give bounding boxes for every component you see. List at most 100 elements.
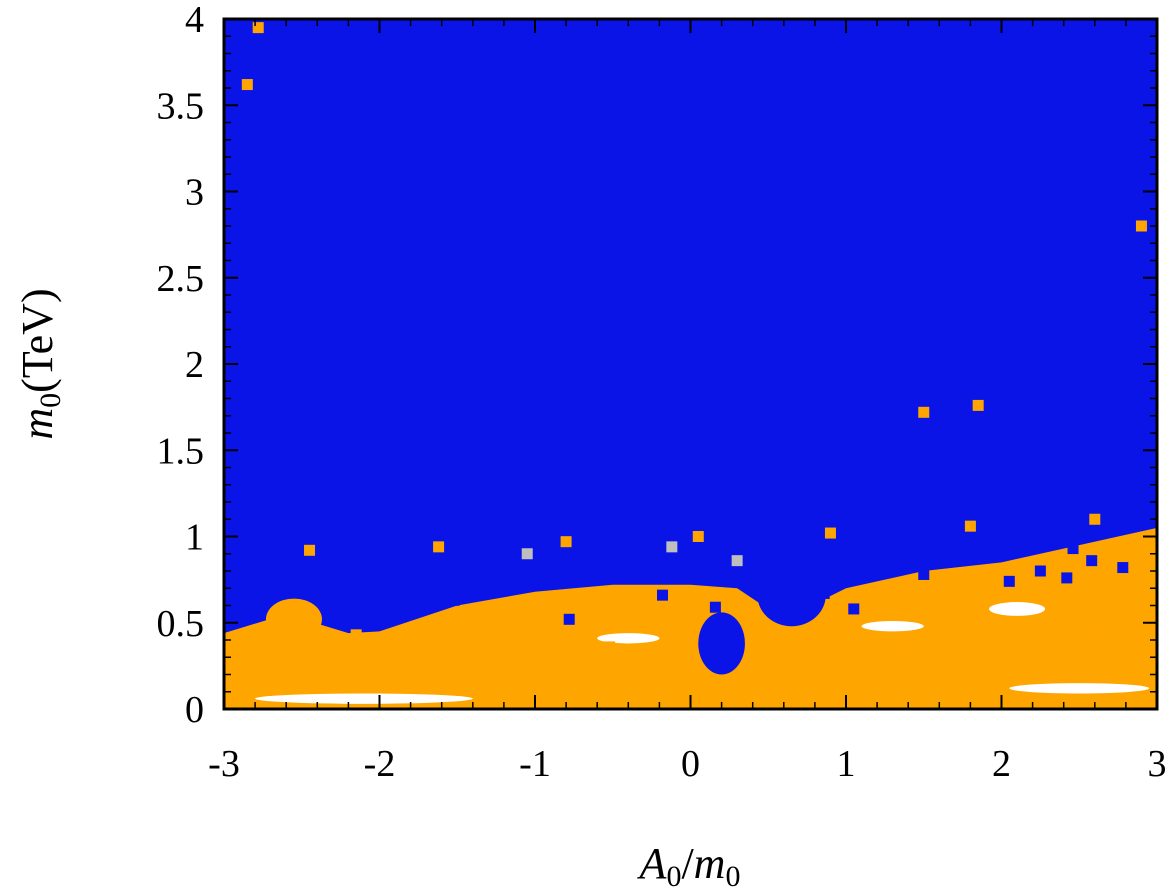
scatter-point-13: [848, 603, 860, 615]
scatter-point-43: [765, 655, 777, 667]
y-tick-label-2: 1: [185, 517, 204, 559]
scatter-point-52: [992, 631, 1004, 643]
region-blob-6: [1009, 683, 1150, 694]
scatter-point-41: [467, 651, 479, 663]
region-blob-3: [989, 602, 1046, 616]
scatter-point-44: [781, 641, 793, 653]
scatter-point-71: [252, 22, 264, 34]
scatter-point-75: [521, 548, 533, 560]
scatter-point-49: [926, 648, 938, 660]
scatter-point-68: [1089, 513, 1101, 525]
scatter-point-19: [1061, 572, 1073, 584]
scatter-point-11: [709, 601, 721, 613]
scatter-point-55: [1086, 651, 1098, 663]
scatter-point-5: [563, 613, 575, 625]
x-tick-label-4: 1: [837, 743, 856, 785]
scatter-point-73: [972, 399, 984, 411]
y-tick-label-5: 2.5: [157, 258, 205, 300]
scatter-point-59: [1070, 665, 1082, 677]
y-tick-label-1: 0.5: [157, 603, 205, 645]
scatter-point-9: [657, 589, 669, 601]
scatter-point-22: [1126, 513, 1138, 525]
scatter-point-70: [241, 79, 253, 91]
scatter-point-66: [824, 527, 836, 539]
scatter-point-7: [576, 562, 588, 574]
y-axis-label: m0(TeV): [13, 288, 67, 439]
scatter-point-61: [739, 665, 751, 677]
scatter-point-53: [1030, 637, 1042, 649]
scatter-point-42: [234, 667, 246, 679]
x-tick-label-1: -2: [364, 743, 396, 785]
scatter-point-50: [936, 634, 948, 646]
scatter-points: [234, 22, 1147, 679]
scatter-point-54: [1070, 637, 1082, 649]
scatter-point-46: [812, 631, 824, 643]
scatter-point-28: [541, 555, 553, 567]
y-tick-label-3: 1.5: [157, 430, 205, 472]
scatter-point-20: [1086, 555, 1098, 567]
x-tick-label-5: 2: [992, 743, 1011, 785]
y-tick-label-6: 3: [185, 172, 204, 214]
scatter-point-2: [408, 570, 420, 582]
scatter-point-15: [918, 568, 930, 580]
scatter-point-62: [304, 544, 316, 556]
x-axis-label: A0/m0: [637, 839, 741, 892]
scatter-point-69: [1135, 220, 1147, 232]
scatter-point-39: [630, 646, 642, 658]
region-blob-2: [265, 598, 322, 640]
scatter-point-63: [433, 541, 445, 553]
region-blob-5: [597, 633, 660, 644]
y-tick-label-7: 3.5: [157, 85, 205, 127]
scatter-point-57: [1117, 644, 1129, 656]
x-axis: -3 -2 -1 0 1 2 3: [208, 19, 1167, 785]
region-blob-0: [698, 612, 745, 675]
scatter-point-24: [983, 548, 995, 560]
scatter-point-25: [843, 543, 855, 555]
plot-area: [222, 17, 1159, 711]
blue-region: [224, 19, 1157, 634]
scatter-point-72: [918, 406, 930, 418]
scatter-point-17: [1003, 575, 1015, 587]
scatter-point-40: [594, 653, 606, 665]
scatter-point-60: [905, 662, 917, 674]
scatter-point-45: [806, 655, 818, 667]
scatter-point-74: [666, 541, 678, 553]
scatter-point-29: [358, 567, 370, 579]
scatter-point-32: [350, 629, 362, 641]
y-axis: 0 0.5 1 1.5 2 2.5 3 3.5 4: [157, 0, 1157, 731]
scatter-point-67: [964, 520, 976, 532]
scatter-point-8: [588, 574, 600, 586]
scatter-point-26: [754, 551, 766, 563]
scatter-point-10: [708, 565, 720, 577]
scatter-point-47: [868, 631, 880, 643]
scatter-point-56: [1092, 627, 1104, 639]
y-tick-label-8: 4: [185, 0, 204, 41]
region-blob-1: [757, 564, 826, 627]
scatter-point-48: [899, 641, 911, 653]
scatter-point-6: [563, 568, 575, 580]
scatter-point-21: [1117, 562, 1129, 574]
scatter-point-36: [521, 634, 533, 646]
region-blobs: [255, 564, 1150, 704]
x-tick-label-2: -1: [519, 743, 551, 785]
scatter-point-33: [361, 637, 373, 649]
scatter-point-4: [498, 565, 510, 577]
x-tick-label-0: -3: [208, 743, 240, 785]
scatter-point-76: [731, 555, 743, 567]
x-tick-label-3: 0: [681, 743, 700, 785]
scatter-point-65: [692, 531, 704, 542]
scatter-point-38: [604, 641, 616, 653]
scatter-point-23: [1067, 543, 1079, 555]
region-blob-4: [861, 621, 924, 632]
scatter-point-34: [417, 620, 429, 632]
scatter-point-64: [560, 536, 572, 548]
region-blob-7: [255, 693, 473, 704]
scatter-point-51: [977, 641, 989, 653]
scatter-point-18: [1034, 565, 1046, 577]
scatter-point-37: [548, 624, 560, 636]
scatter-point-58: [1008, 655, 1020, 667]
y-tick-label-0: 0: [185, 689, 204, 731]
scatter-point-0: [237, 587, 249, 599]
scatter-point-16: [952, 555, 964, 567]
y-tick-label-4: 2: [185, 344, 204, 386]
